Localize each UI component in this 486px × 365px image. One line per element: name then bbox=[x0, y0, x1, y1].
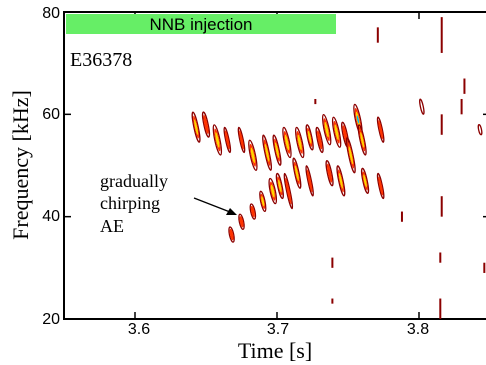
spectral-feature bbox=[295, 126, 305, 159]
spectral-feature bbox=[331, 116, 342, 148]
chirping-ae-annotation: gradually chirping AE bbox=[100, 171, 237, 236]
y-tick-label: 80 bbox=[42, 5, 60, 22]
spectral-feature bbox=[325, 160, 334, 187]
spectral-feature bbox=[268, 177, 278, 205]
annotation-arrow-shaft bbox=[193, 197, 231, 213]
spectral-feature bbox=[345, 137, 356, 174]
y-tick-label: 60 bbox=[42, 106, 60, 123]
spectral-feature bbox=[249, 203, 257, 220]
annotation-line-3: AE bbox=[100, 216, 124, 236]
spectral-feature bbox=[201, 111, 211, 138]
spectral-feature bbox=[376, 116, 385, 143]
spectral-feature bbox=[305, 124, 314, 151]
spectral-feature bbox=[262, 134, 272, 171]
x-tick-label: 3.8 bbox=[407, 321, 429, 338]
spectral-feature bbox=[223, 126, 232, 154]
annotation-line-2: chirping bbox=[100, 193, 160, 213]
annotation-arrow-head bbox=[226, 208, 237, 215]
plot-area: NNB injection E36378 gradually chirping … bbox=[63, 11, 486, 320]
spectral-feature bbox=[315, 126, 324, 154]
x-tick-label: 3.7 bbox=[267, 321, 289, 338]
spectral-feature bbox=[259, 190, 267, 212]
x-axis: 3.6 3.7 3.8 Time [s] bbox=[128, 321, 429, 363]
spectral-feature bbox=[305, 165, 314, 197]
x-axis-label: Time [s] bbox=[238, 338, 312, 363]
spectral-streaks bbox=[314, 17, 486, 319]
spectral-feature bbox=[283, 172, 294, 210]
shot-number-label: E36378 bbox=[70, 49, 132, 71]
spectral-feature bbox=[237, 126, 246, 154]
spectral-feature bbox=[275, 172, 284, 200]
nnb-injection-bar: NNB injection bbox=[66, 14, 336, 34]
spectral-feature bbox=[336, 165, 346, 197]
spectral-feature bbox=[419, 98, 425, 115]
spectral-feature bbox=[361, 167, 370, 195]
y-tick-label: 20 bbox=[42, 311, 60, 328]
spectral-feature bbox=[272, 134, 282, 166]
spectral-feature bbox=[228, 226, 235, 243]
spectral-feature bbox=[357, 124, 367, 156]
nnb-injection-band bbox=[66, 14, 336, 34]
plot-frame bbox=[63, 11, 486, 320]
x-tick-label: 3.6 bbox=[128, 321, 150, 338]
annotation-line-1: gradually bbox=[100, 171, 168, 191]
spectral-feature bbox=[238, 213, 245, 230]
nnb-injection-label: NNB injection bbox=[150, 15, 253, 34]
spectral-feature bbox=[292, 157, 302, 189]
y-tick-label: 40 bbox=[42, 208, 60, 225]
spectral-feature bbox=[321, 114, 332, 146]
spectral-feature bbox=[212, 124, 223, 156]
spectral-feature bbox=[248, 139, 258, 171]
spectral-feature bbox=[376, 172, 385, 200]
spectral-features bbox=[191, 98, 483, 243]
spectral-feature bbox=[191, 111, 201, 143]
y-axis: 20 40 60 80 Frequency [kHz] bbox=[8, 5, 60, 328]
spectral-feature bbox=[477, 124, 483, 136]
spectral-feature bbox=[282, 126, 292, 159]
y-axis-label: Frequency [kHz] bbox=[8, 90, 33, 240]
